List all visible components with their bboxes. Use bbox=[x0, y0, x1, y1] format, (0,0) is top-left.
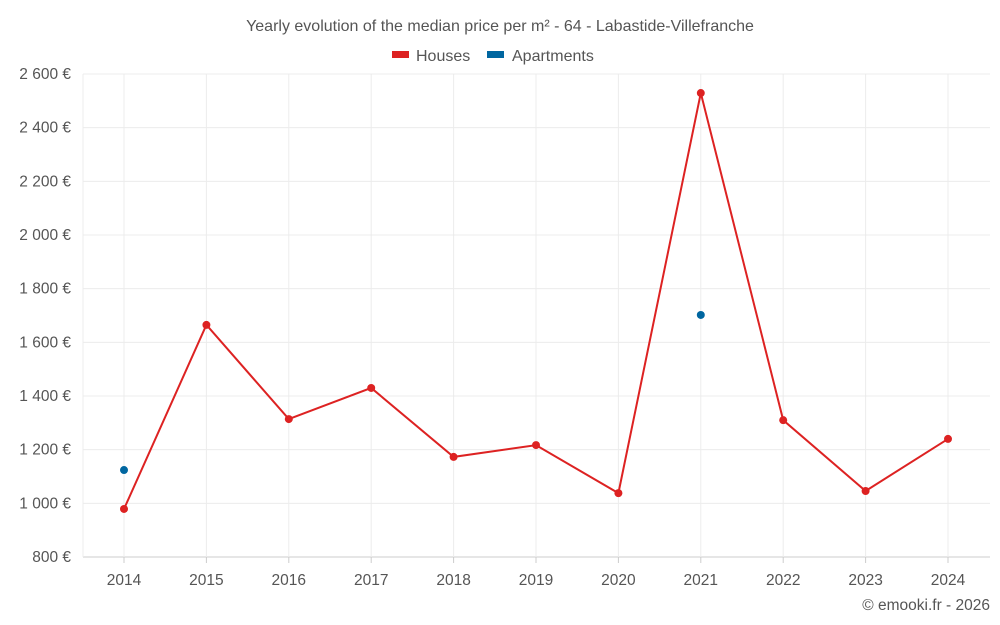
x-tick-label: 2023 bbox=[848, 572, 882, 589]
data-point-houses[interactable] bbox=[614, 489, 623, 498]
chart-title: Yearly evolution of the median price per… bbox=[246, 18, 754, 35]
data-point-houses[interactable] bbox=[532, 441, 540, 450]
data-point-houses[interactable] bbox=[779, 416, 788, 425]
legend-label-houses: Houses bbox=[416, 48, 470, 65]
x-tick-label: 2022 bbox=[766, 572, 800, 589]
y-tick-label: 2 000 € bbox=[19, 227, 71, 244]
data-point-apartments[interactable] bbox=[120, 466, 128, 475]
data-point-houses[interactable] bbox=[284, 415, 293, 424]
x-tick-label: 2018 bbox=[436, 572, 470, 589]
x-tick-label: 2020 bbox=[601, 572, 636, 589]
legend-swatch-apartments bbox=[487, 51, 504, 58]
data-point-houses[interactable] bbox=[120, 504, 128, 513]
y-axis: 800 € 1 000 € 1 200 € 1 400 € 1 600 € 1 800 €… bbox=[19, 66, 71, 566]
y-tick-label: 2 600 € bbox=[19, 66, 71, 83]
credit: © emooki.fr - 2026 bbox=[862, 597, 990, 614]
x-axis: 2014 2015 2016 2017 2018 2019 2020 2021 2022 2023… bbox=[107, 572, 966, 589]
data-point-houses[interactable] bbox=[367, 383, 376, 392]
y-tick-label: 2 400 € bbox=[19, 120, 71, 137]
y-tick-label: 2 200 € bbox=[19, 173, 71, 190]
data-point-houses[interactable] bbox=[861, 486, 870, 495]
x-tick-label: 2014 bbox=[107, 572, 142, 589]
y-tick-label: 1 400 € bbox=[19, 388, 71, 405]
x-tick-label: 2015 bbox=[189, 572, 223, 589]
y-tick-label: 1 800 € bbox=[19, 281, 71, 298]
y-tick-label: 1 600 € bbox=[19, 334, 71, 351]
y-tick-label: 800 € bbox=[32, 549, 71, 566]
x-tick-label: 2016 bbox=[272, 572, 306, 589]
legend-item-apartments[interactable]: Apartments bbox=[487, 48, 594, 65]
series bbox=[120, 89, 952, 513]
legend-swatch-houses bbox=[392, 51, 409, 58]
y-tick-label: 1 000 € bbox=[19, 495, 71, 512]
data-point-apartments[interactable] bbox=[696, 310, 705, 319]
y-tick-label: 1 200 € bbox=[19, 442, 71, 459]
data-point-houses[interactable] bbox=[449, 452, 458, 461]
x-tick-label: 2024 bbox=[931, 572, 966, 589]
x-tick-label: 2017 bbox=[354, 572, 388, 589]
legend-label-apartments: Apartments bbox=[512, 48, 594, 65]
x-tick-label: 2021 bbox=[684, 572, 718, 589]
x-tick-label: 2019 bbox=[519, 572, 553, 589]
legend: Houses Apartments bbox=[392, 48, 594, 65]
grid bbox=[82, 73, 990, 563]
data-point-houses[interactable] bbox=[696, 89, 705, 98]
data-point-houses[interactable] bbox=[202, 320, 211, 329]
legend-item-houses[interactable]: Houses bbox=[392, 48, 470, 65]
data-point-houses[interactable] bbox=[944, 434, 952, 443]
